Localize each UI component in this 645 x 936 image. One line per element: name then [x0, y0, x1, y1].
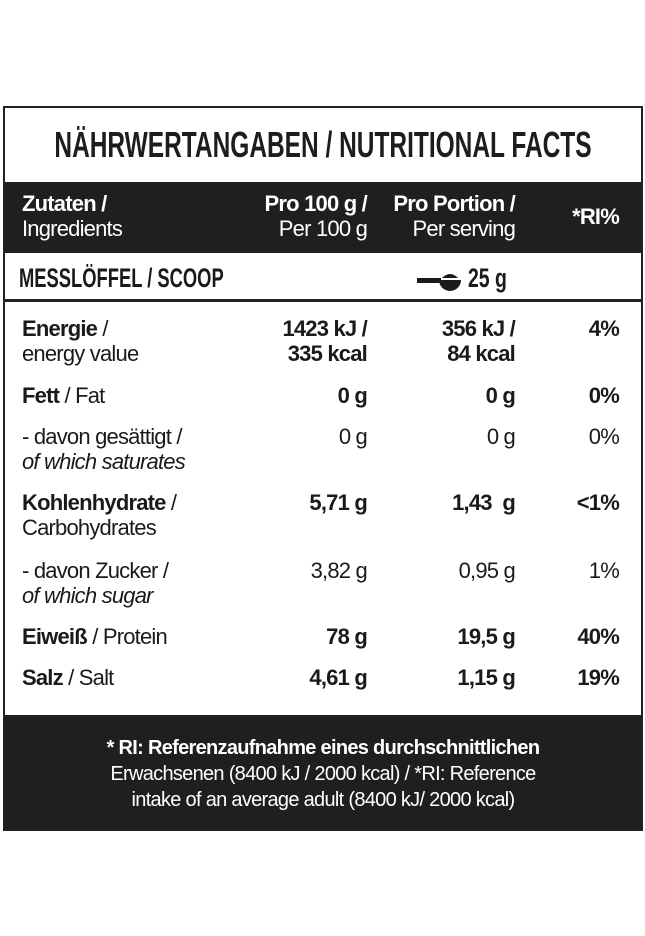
- per-serving-value: 19,5 g: [457, 624, 515, 649]
- per-100g-value: 0 g: [337, 383, 368, 408]
- per-serving-value: 0,95 g: [458, 558, 516, 583]
- scoop-value: 25 g: [468, 263, 507, 293]
- nutrition-facts-table: NÄHRWERTANGABEN / NUTRITIONAL FACTS Zuta…: [3, 106, 643, 831]
- scoop-row: MESSLÖFFEL / SCOOP 25 g: [5, 253, 641, 302]
- scoop-icon: [417, 274, 461, 291]
- per-100g-value: 1423 kJ /335 kcal: [282, 316, 367, 366]
- row-label: Eiweiß / Protein: [22, 624, 168, 649]
- table-title: NÄHRWERTANGABEN / NUTRITIONAL FACTS: [54, 124, 592, 165]
- row-label: - davon Zucker / of which sugar: [22, 558, 169, 608]
- per-serving-value: 0 g: [486, 424, 516, 449]
- per-100g-value: 0 g: [338, 424, 368, 449]
- header-per-100g: Pro 100 g / Per 100 g: [264, 191, 368, 241]
- ri-value: 4%: [588, 316, 620, 341]
- header-ri: *RI%: [572, 204, 620, 229]
- ri-value: 40%: [577, 624, 619, 649]
- ri-value: <1%: [576, 490, 620, 515]
- row-label: Salz / Salt: [22, 665, 114, 690]
- row-label: Energie / energy value: [22, 316, 139, 366]
- row-label: Fett / Fat: [22, 383, 105, 408]
- per-serving-value: 0 g: [485, 383, 516, 408]
- ri-value: 1%: [588, 558, 620, 583]
- table-header: Zutaten / Ingredients Pro 100 g / Per 100 …: [5, 182, 641, 253]
- ri-value: 0%: [588, 424, 620, 449]
- ri-value: 0%: [588, 383, 620, 408]
- ri-value: 19%: [577, 665, 619, 690]
- per-serving-value: 1,15 g: [457, 665, 515, 690]
- row-label: - davon gesättigt / of which saturates: [22, 424, 186, 474]
- header-ingredients: Zutaten / Ingredients: [22, 191, 123, 241]
- per-100g-value: 5,71 g: [309, 490, 367, 515]
- per-100g-value: 4,61 g: [309, 665, 367, 690]
- per-100g-value: 78 g: [326, 624, 368, 649]
- per-serving-value: 1,43 g: [452, 490, 516, 515]
- footnote: * RI: Referenzaufnahme eines durchschnit…: [5, 715, 641, 831]
- per-100g-value: 3,82 g: [310, 558, 368, 583]
- row-label: Kohlenhydrate / Carbohydrates: [22, 490, 177, 540]
- header-per-serving: Pro Portion / Per serving: [393, 191, 515, 241]
- scoop-label: MESSLÖFFEL / SCOOP: [19, 263, 224, 293]
- per-serving-value: 356 kJ /84 kcal: [441, 316, 516, 366]
